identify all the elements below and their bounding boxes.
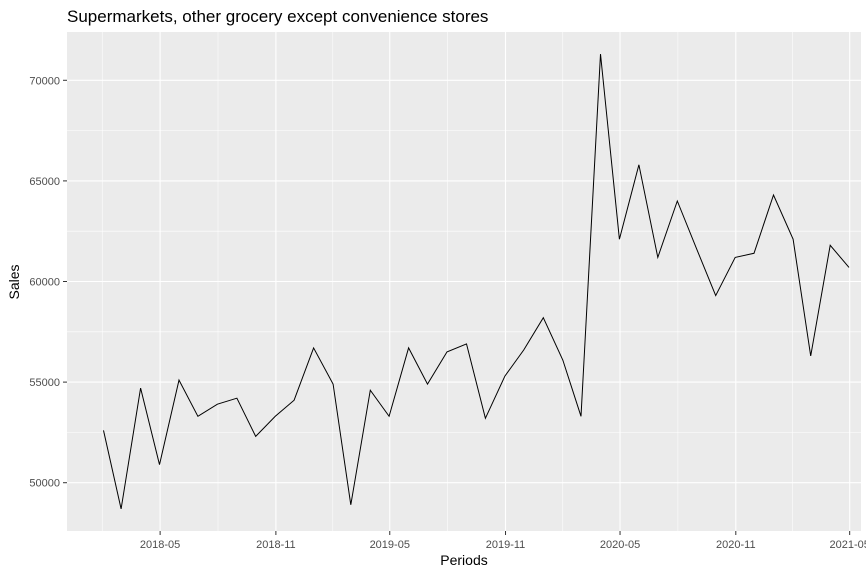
y-tick-label: 65000 xyxy=(29,176,60,188)
data-point xyxy=(255,436,256,437)
data-point xyxy=(121,508,122,509)
y-axis-title: Sales xyxy=(6,264,22,299)
x-tick-label: 2019-11 xyxy=(486,539,526,551)
data-point xyxy=(217,404,218,405)
y-tick-label: 50000 xyxy=(29,478,60,490)
data-point xyxy=(389,416,390,417)
data-point xyxy=(810,355,811,356)
data-point xyxy=(275,416,276,417)
x-axis-ticks: 2018-05 2018-11 2019-05 2019-11 2020-05 2020-… xyxy=(140,531,866,551)
data-point xyxy=(735,257,736,258)
data-point xyxy=(313,347,314,348)
data-point xyxy=(370,390,371,391)
data-point xyxy=(715,295,716,296)
data-point xyxy=(773,194,774,195)
data-point xyxy=(350,504,351,505)
y-tick-label: 60000 xyxy=(29,277,60,289)
x-tick-label: 2020-11 xyxy=(716,539,756,551)
data-point xyxy=(543,317,544,318)
data-point xyxy=(140,388,141,389)
data-point xyxy=(294,400,295,401)
series-line xyxy=(103,54,850,510)
data-point xyxy=(580,416,581,417)
x-tick-label: 2021-05 xyxy=(829,539,866,551)
data-point xyxy=(600,54,601,55)
data-point xyxy=(657,257,658,258)
major-gridlines xyxy=(67,32,861,531)
data-point xyxy=(178,380,179,381)
y-tick-label: 70000 xyxy=(29,75,60,87)
data-point xyxy=(696,249,697,250)
data-point xyxy=(197,416,198,417)
x-tick-label: 2018-11 xyxy=(256,539,296,551)
data-point xyxy=(236,398,237,399)
x-tick-label: 2019-05 xyxy=(370,539,410,551)
data-point xyxy=(466,343,467,344)
data-point xyxy=(793,239,794,240)
x-tick-label: 2018-05 xyxy=(140,539,180,551)
chart-title: Supermarkets, other grocery except conve… xyxy=(67,7,488,26)
data-point xyxy=(830,245,831,246)
data-point xyxy=(504,376,505,377)
data-point xyxy=(427,384,428,385)
data-point xyxy=(523,349,524,350)
x-tick-label: 2020-05 xyxy=(600,539,640,551)
data-point xyxy=(677,200,678,201)
data-point xyxy=(103,430,104,431)
data-point xyxy=(753,253,754,254)
y-tick-label: 55000 xyxy=(29,377,60,389)
data-point xyxy=(446,351,447,352)
data-point xyxy=(333,384,334,385)
data-point xyxy=(562,359,563,360)
data-point xyxy=(619,239,620,240)
data-point xyxy=(848,267,849,268)
x-axis-title: Periods xyxy=(440,552,487,568)
data-point xyxy=(159,464,160,465)
data-point xyxy=(485,418,486,419)
y-axis-ticks: 50000 55000 60000 65000 70000 xyxy=(29,75,67,490)
data-point xyxy=(408,347,409,348)
data-point xyxy=(638,164,639,165)
